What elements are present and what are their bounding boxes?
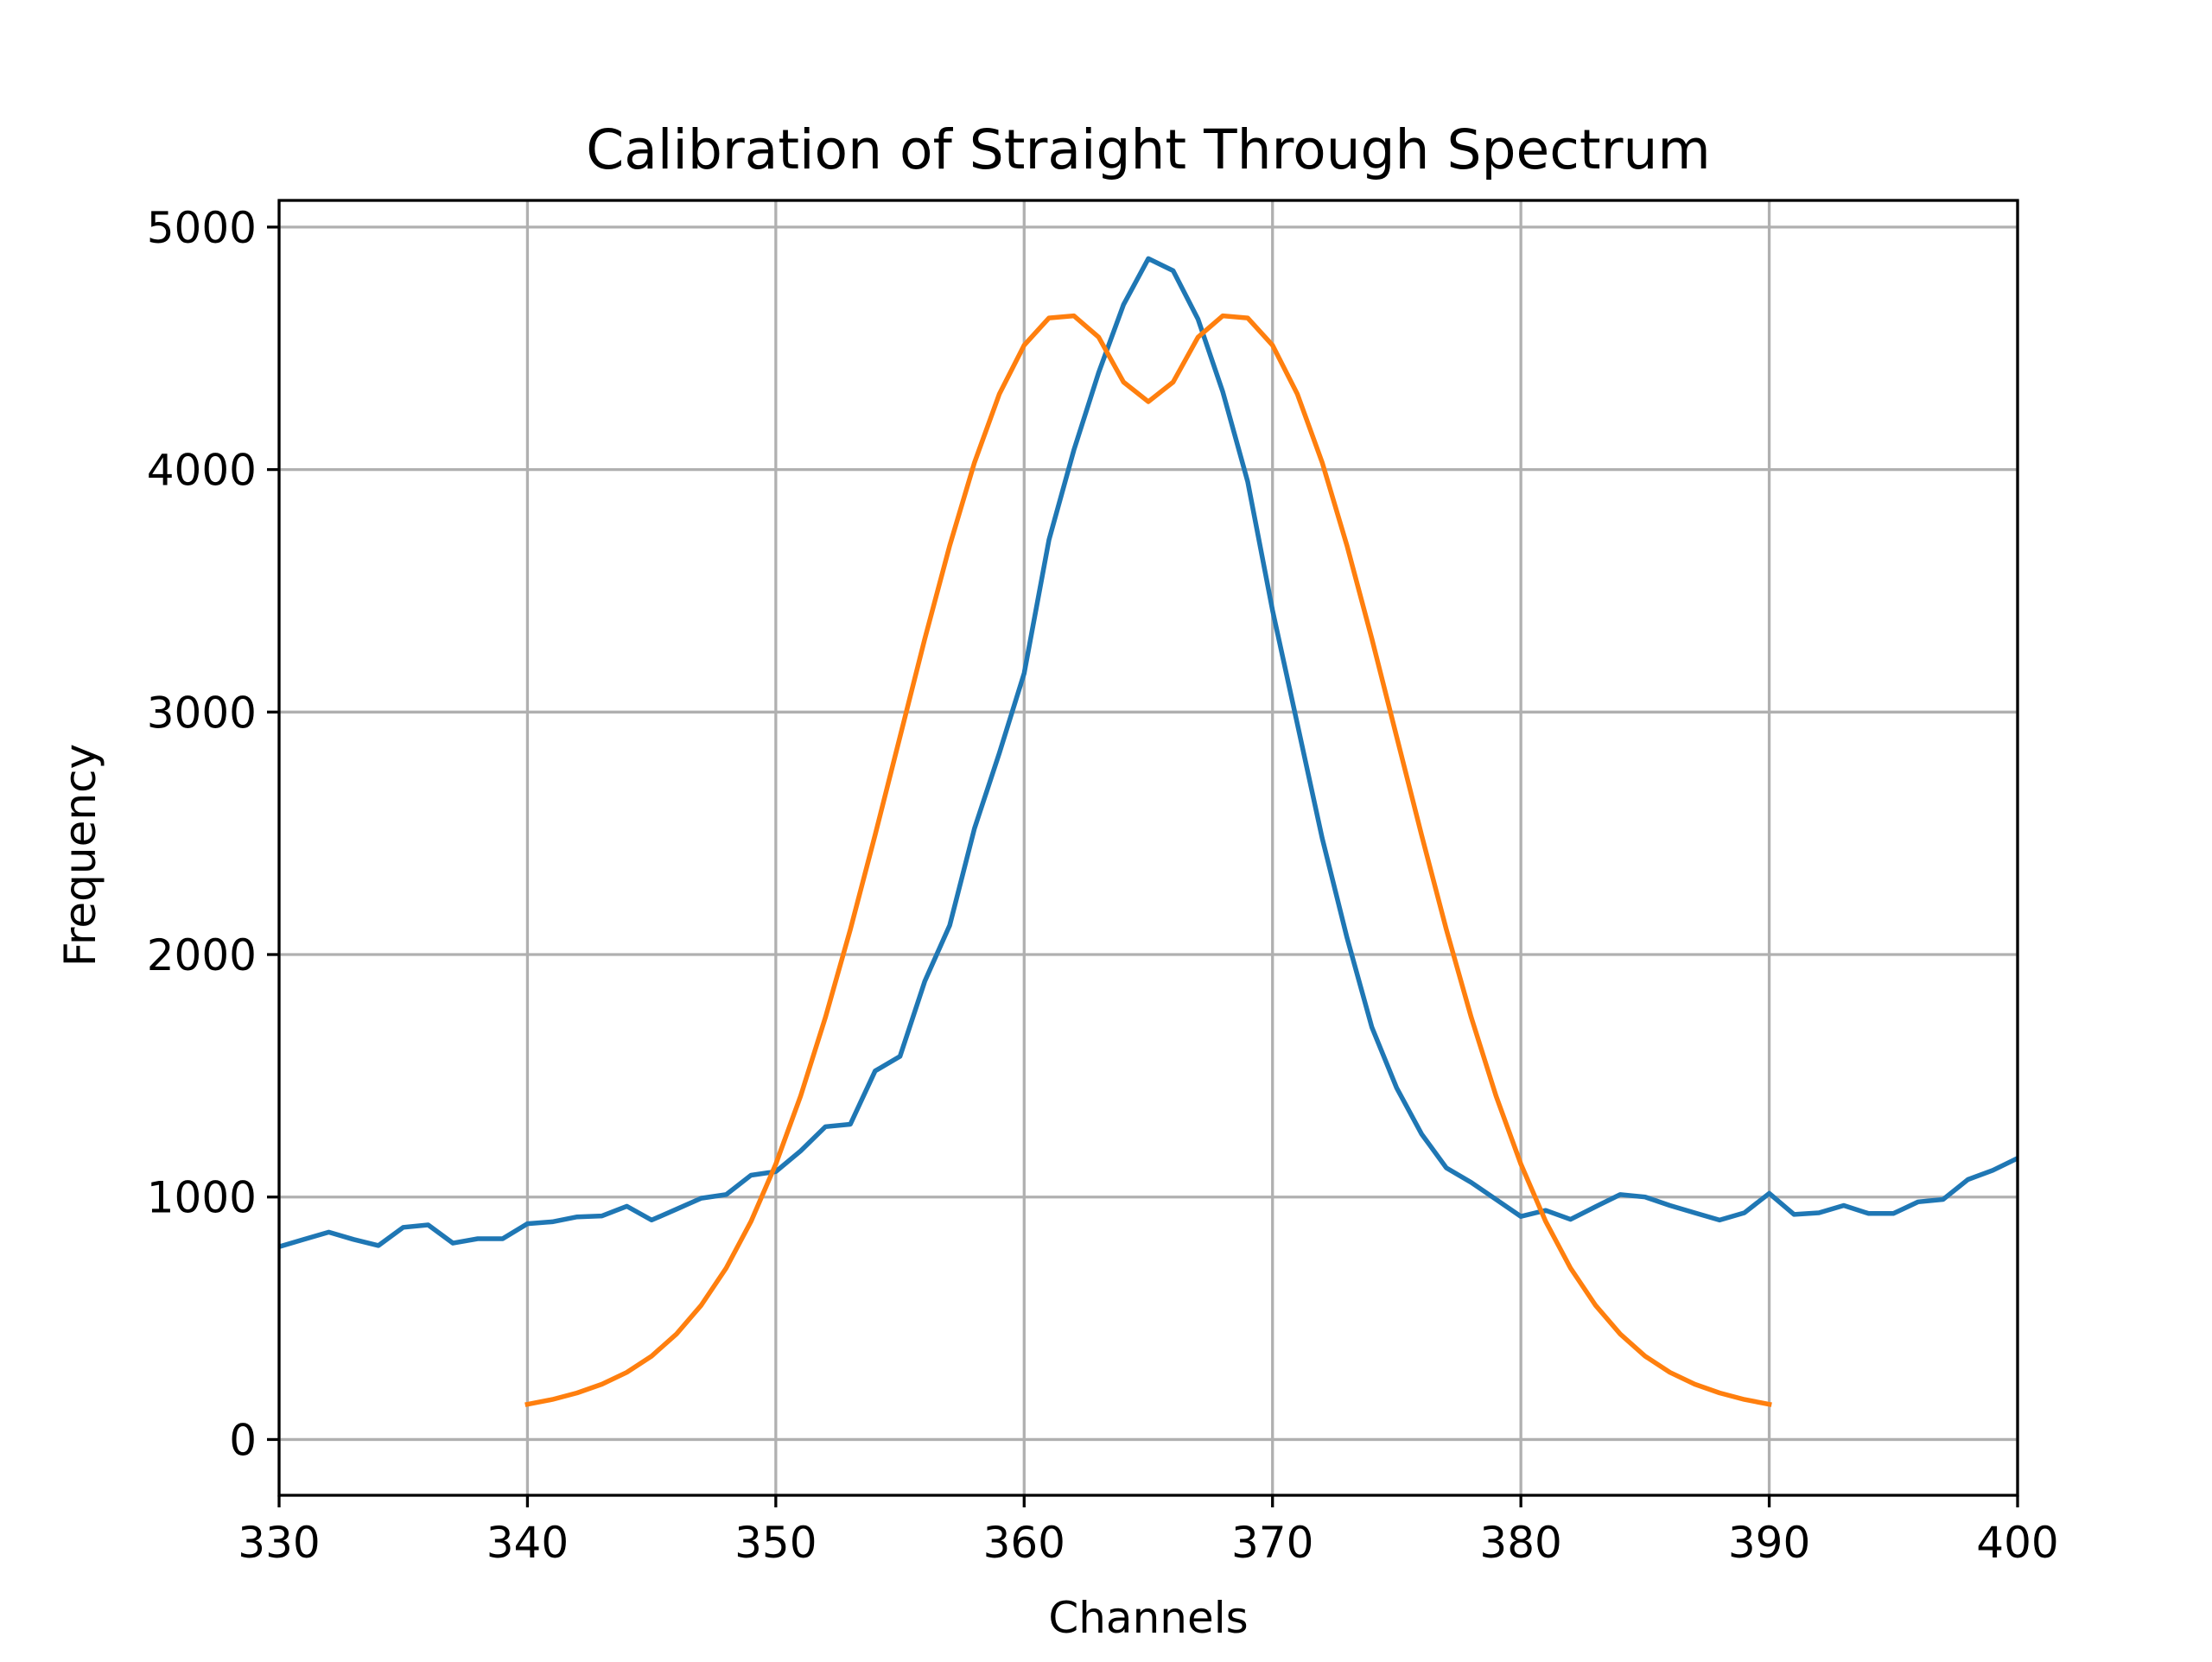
- x-tick-label: 380: [1479, 1518, 1561, 1568]
- y-tick-label: 0: [229, 1415, 257, 1465]
- x-tick-label: 370: [1231, 1518, 1313, 1568]
- x-axis-label: Channels: [1048, 1593, 1248, 1643]
- y-tick-label: 1000: [147, 1173, 257, 1223]
- y-tick-label: 5000: [147, 203, 257, 253]
- y-tick-label: 3000: [147, 688, 257, 738]
- series-group: [279, 256, 2018, 1407]
- series-line-1: [279, 256, 2018, 1250]
- y-tick-label: 4000: [147, 446, 257, 496]
- plot-frame: [277, 199, 2019, 1497]
- chart-title: Calibration of Straight Through Spectrum: [586, 118, 1711, 181]
- x-tick-label: 390: [1728, 1518, 1810, 1568]
- grid: [277, 200, 2019, 1495]
- x-tick-label: 330: [238, 1518, 320, 1568]
- y-axis-label: Frequency: [55, 744, 105, 967]
- y-tick-label: 2000: [147, 930, 257, 980]
- axis-ticks: 330 340 350 360 370 380 390 4000100020003000400…: [147, 203, 2059, 1568]
- x-tick-label: 350: [734, 1518, 817, 1568]
- series-line-2: [524, 313, 1772, 1407]
- x-tick-label: 340: [486, 1518, 569, 1568]
- x-tick-label: 400: [1976, 1518, 2058, 1568]
- x-tick-label: 360: [983, 1518, 1065, 1568]
